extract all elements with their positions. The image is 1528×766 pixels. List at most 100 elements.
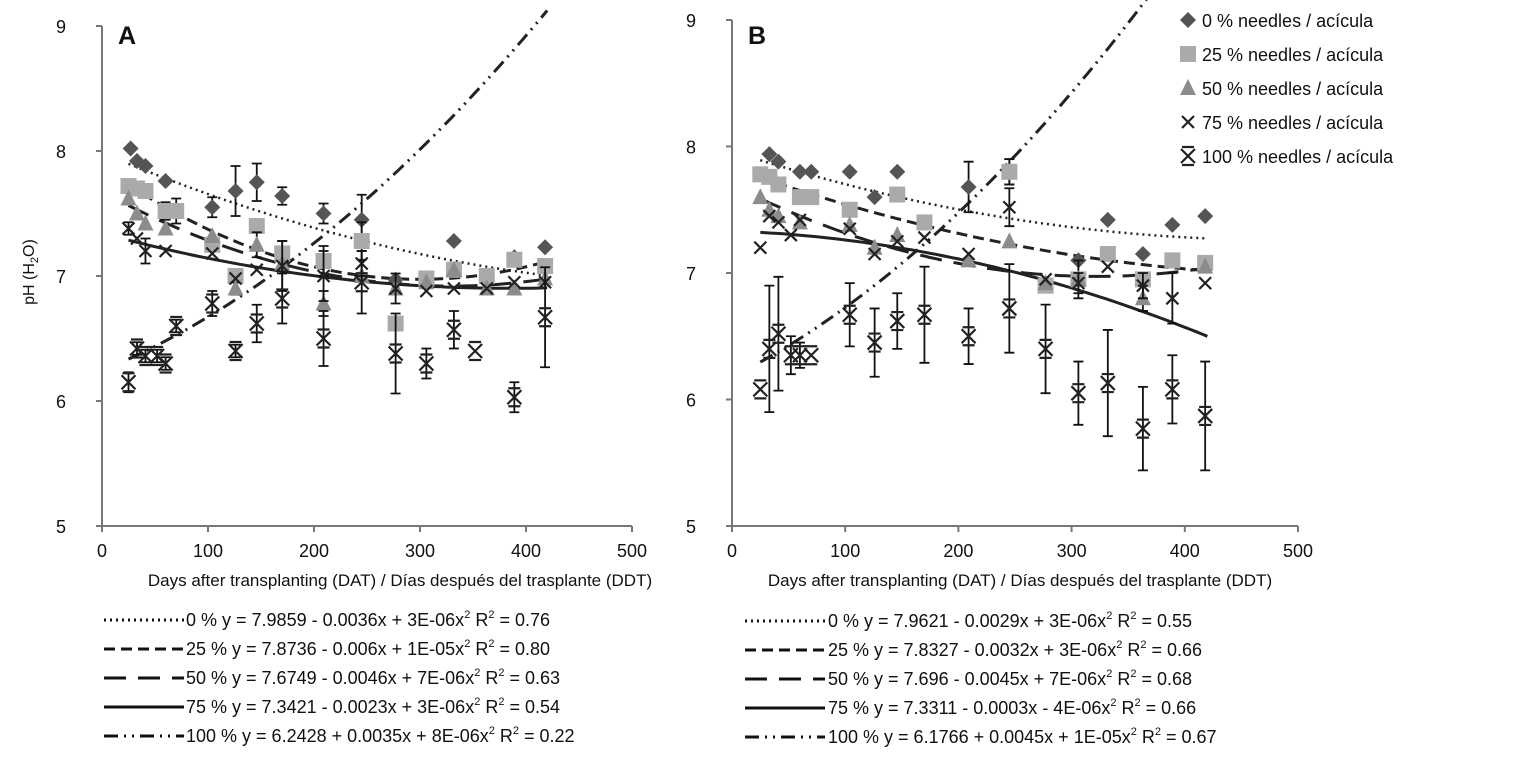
x-tick-label: 400: [511, 541, 541, 561]
data-point: [1197, 208, 1214, 225]
data-point: [137, 214, 154, 231]
legend-marker-icon: [1180, 145, 1196, 167]
data-point: [1164, 379, 1181, 400]
data-point: [753, 240, 768, 255]
legend-marker-icon: [1180, 12, 1196, 28]
data-point: [867, 247, 882, 261]
data-point: [248, 235, 265, 252]
data-point: [128, 204, 145, 221]
legend: 0 % needles / acícula 25 % needles / acíc…: [1180, 11, 1394, 167]
data-point: [275, 259, 289, 273]
data-point: [138, 244, 153, 258]
data-point: [1197, 405, 1213, 427]
legend-item: 100 % needles / acícula: [1180, 145, 1394, 167]
data-point: [1198, 276, 1212, 290]
data-point: [506, 279, 523, 296]
data-point: [204, 227, 221, 243]
data-point: [889, 186, 906, 203]
data-point: [1099, 211, 1116, 228]
data-point: [537, 258, 554, 274]
x-tick-label: 200: [943, 541, 973, 561]
data-point: [447, 281, 461, 296]
data-point: [315, 205, 332, 222]
data-point: [227, 340, 244, 362]
y-tick-label: 8: [56, 142, 66, 162]
legend-label: 25 % needles / acícula: [1202, 45, 1384, 65]
data-point: [1197, 257, 1214, 274]
data-point: [315, 294, 332, 311]
data-point: [1001, 232, 1018, 249]
x-tick-label: 0: [97, 541, 107, 561]
ylabel-main: pH (H: [21, 263, 38, 305]
y-tick-label: 7: [56, 267, 66, 287]
x-tick-label: 100: [830, 541, 860, 561]
data-point: [387, 343, 404, 364]
data-point: [227, 183, 244, 199]
data-point: [353, 211, 370, 228]
data-point: [770, 323, 787, 344]
data-point: [418, 273, 435, 290]
svg-text:pH (H2O): pH (H2O): [21, 239, 41, 305]
data-point: [1071, 276, 1086, 290]
data-point: [1070, 383, 1087, 404]
data-point: [204, 199, 221, 216]
data-point: [248, 174, 265, 191]
data-point: [841, 215, 858, 232]
data-point: [771, 215, 786, 230]
data-point: [157, 353, 174, 374]
data-point: [752, 188, 769, 205]
data-point: [227, 268, 244, 284]
fit-line: [760, 230, 1208, 338]
data-point: [842, 221, 857, 236]
data-point: [353, 233, 370, 249]
data-point: [137, 158, 154, 174]
x-tick-label: 500: [1283, 541, 1313, 561]
data-point: [506, 387, 523, 408]
legend-item: 50 % needles / acícula: [1180, 79, 1384, 99]
legend-label: 0 % needles / acícula: [1202, 11, 1374, 31]
panel-b: B 5 6 7 8 9 0 100 200 300 400 500 Days after tran…: [686, 0, 1313, 747]
data-point: [1001, 163, 1018, 180]
data-point: [537, 239, 554, 256]
fit-equation: 50 % y = 7.6749 - 0.0046x + 7E-06x2 R2 =…: [186, 667, 560, 688]
y-tick-label: 9: [686, 11, 696, 31]
legend-item: 0 % needles / acícula: [1180, 11, 1374, 31]
data-point: [1134, 246, 1151, 263]
legend-item: 75 % needles / acícula: [1181, 113, 1384, 133]
legend-marker-icon: [1180, 79, 1196, 95]
data-point: [227, 279, 244, 296]
data-point: [803, 345, 820, 366]
data-point: [1037, 338, 1054, 359]
data-point: [248, 218, 265, 234]
data-point: [446, 319, 462, 340]
data-point: [204, 293, 221, 314]
fit-equation: 0 % y = 7.9621 - 0.0029x + 3E-06x2 R2 = …: [828, 610, 1192, 631]
y-tick-label: 8: [686, 138, 696, 158]
data-point: [889, 226, 906, 243]
fit-equation: 25 % y = 7.8736 - 0.006x + 1E-05x2 R2 = …: [186, 638, 550, 659]
data-point: [248, 313, 265, 334]
data-point: [137, 345, 154, 367]
data-point: [480, 281, 494, 296]
data-point: [890, 234, 905, 249]
fit-line: [127, 9, 549, 361]
legend-marker-icon: [1181, 115, 1195, 129]
data-point: [841, 201, 858, 218]
fit-line: [759, 0, 1148, 364]
data-point: [137, 183, 154, 199]
x-tick-label: 100: [193, 541, 223, 561]
data-point: [168, 315, 184, 337]
panel-b-letter: B: [748, 22, 766, 50]
data-point: [960, 178, 977, 195]
data-point: [1038, 272, 1053, 287]
data-point: [792, 345, 808, 366]
data-point: [752, 379, 769, 400]
data-point: [916, 304, 933, 325]
fit-equation: 100 % y = 6.2428 + 0.0035x + 8E-06x2 R2 …: [186, 725, 575, 746]
data-point: [793, 213, 807, 227]
panel-a: A 5 6 7 8 9 0 100 200 300 400 500 Days after tran…: [56, 9, 652, 746]
data-point: [1100, 372, 1116, 394]
data-point: [149, 345, 165, 367]
data-point: [506, 251, 523, 268]
data-point: [770, 153, 787, 170]
